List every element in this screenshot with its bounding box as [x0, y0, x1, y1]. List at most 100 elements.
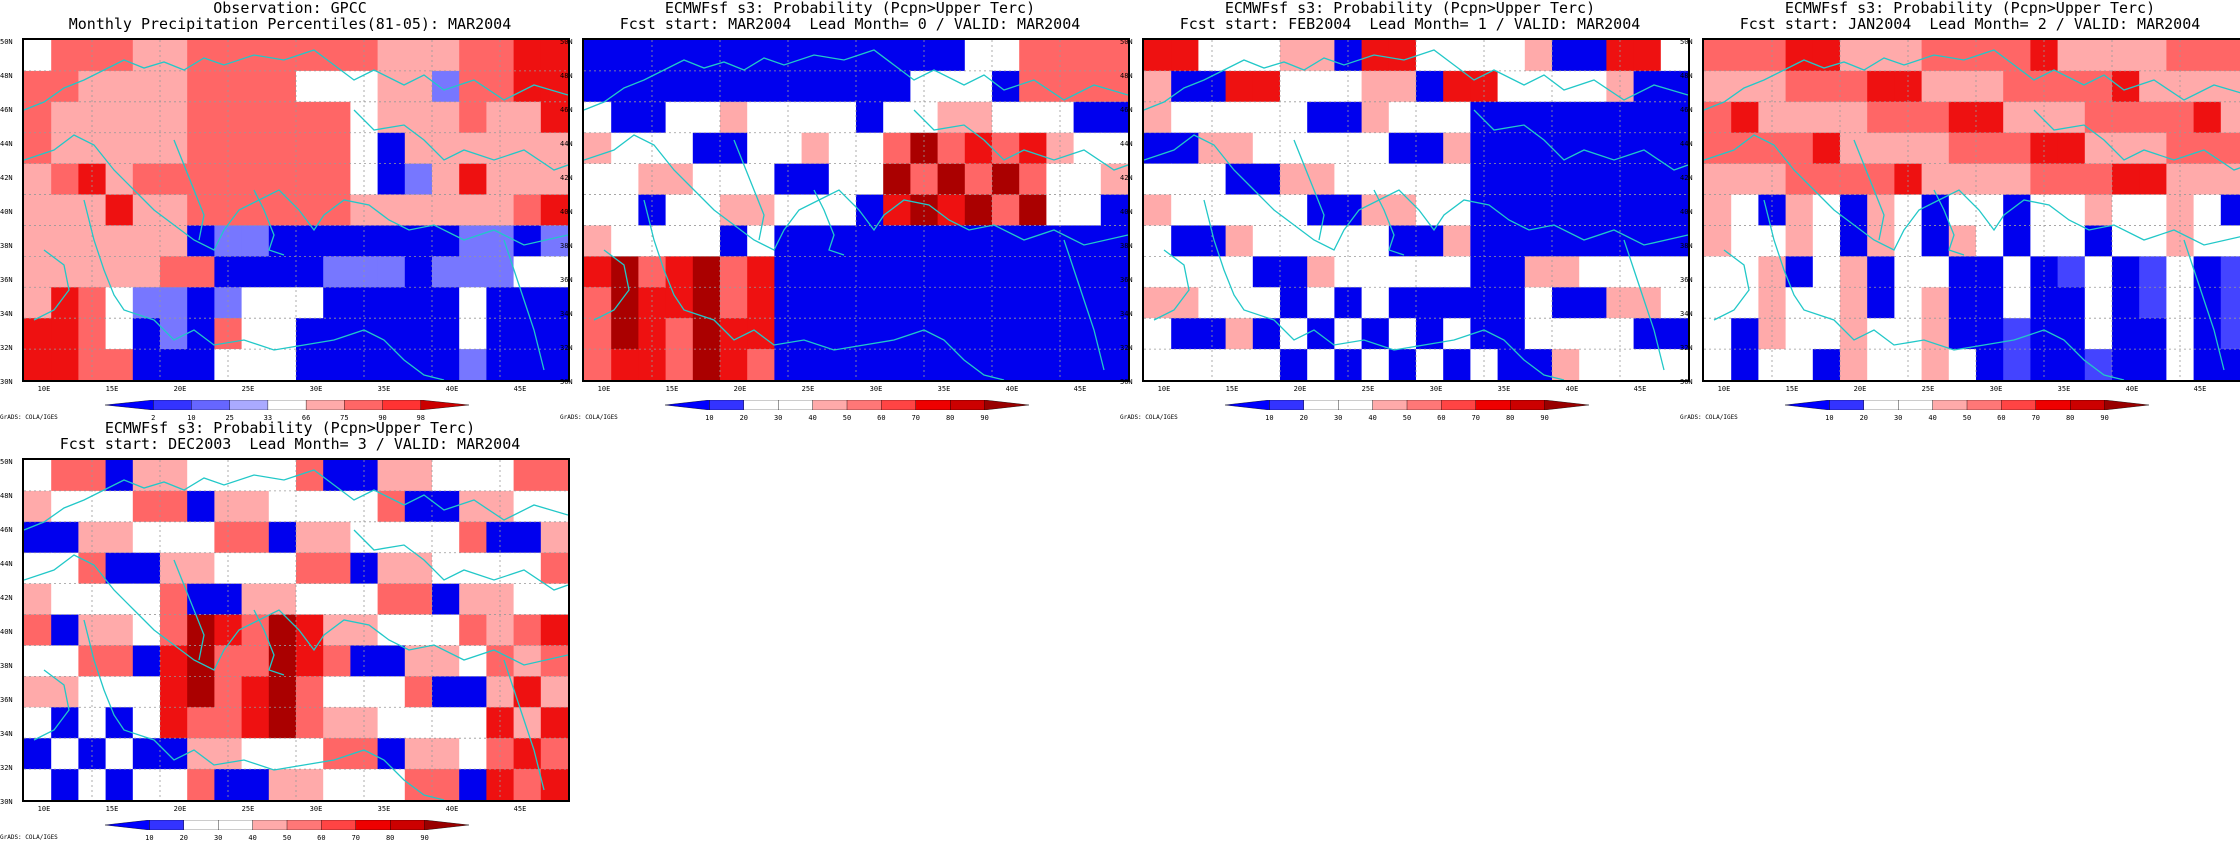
coastline [2183, 239, 2225, 371]
grid-cell [404, 676, 433, 708]
latitude-label: 46N [0, 106, 13, 114]
grid-cell [296, 70, 324, 103]
grid-cell [1443, 40, 1471, 72]
grid-cell [2030, 163, 2059, 196]
grid-cell [1388, 101, 1417, 134]
latitude-label: 38N [560, 242, 573, 250]
grid-cell [2030, 318, 2059, 350]
grid-cell [404, 490, 433, 523]
grid-cell [1785, 194, 1814, 227]
grid-cell [1921, 349, 1950, 380]
grid-cell [459, 769, 487, 800]
grid-cell [1758, 101, 1787, 134]
grid-cell [268, 676, 297, 708]
grid-cell [1812, 40, 1841, 72]
grid-cell [2057, 256, 2086, 288]
grid-cell [1552, 225, 1580, 257]
grid-cell [1579, 194, 1607, 227]
grid-cell [1840, 101, 1868, 134]
grid-cell [692, 349, 721, 380]
grid-cell [1579, 101, 1607, 134]
grid-cell [2084, 287, 2113, 319]
latitude-label: 30N [0, 378, 13, 386]
grid-cell [105, 256, 134, 288]
colorbar-segment [665, 400, 710, 410]
grid-cell [1100, 40, 1128, 72]
colorbar-label: 70 [911, 414, 921, 422]
coastline [33, 669, 70, 741]
colorbar-label: 75 [340, 414, 349, 422]
grid-cell [801, 225, 830, 257]
grid-cell [801, 287, 830, 319]
latitude-label: 30N [0, 798, 13, 806]
colorbar-label: 70 [1471, 414, 1481, 422]
grid-cell [132, 225, 161, 257]
grid-cell [1633, 318, 1662, 350]
grid-cell [486, 769, 515, 800]
grid-cell [883, 101, 911, 134]
grid-cell [404, 318, 433, 350]
grid-cell [1252, 132, 1281, 165]
grid-cell [24, 614, 52, 647]
grid-cell [1100, 101, 1128, 134]
colorbar-label: 90 [980, 414, 989, 422]
grid-cell [692, 194, 721, 227]
grid-cell [296, 490, 324, 523]
grid-cell [459, 132, 487, 165]
grid-cell [404, 194, 433, 227]
grid-cell [828, 349, 857, 380]
coastline [33, 249, 70, 321]
coastline [1933, 189, 1965, 256]
colorbar-segment [812, 400, 848, 410]
grid-cell [1497, 40, 1526, 72]
grid-cell [1470, 101, 1499, 134]
grid-cell [720, 256, 748, 288]
colorbar [1785, 400, 2149, 410]
coastline [2033, 109, 2240, 171]
latitude-label: 42N [1680, 174, 1693, 182]
grid-cell [1334, 132, 1363, 165]
grid-cell [296, 738, 324, 770]
latitude-label: 40N [1680, 208, 1693, 216]
colorbar-label: 10 [187, 414, 196, 422]
grid-cell [828, 194, 857, 227]
grid-cell [459, 194, 487, 227]
colorbar-segment [321, 820, 357, 830]
grid-cell [432, 521, 460, 554]
colorbar-segment [1932, 400, 1968, 410]
grid-cell [160, 645, 188, 677]
colorbar-segment [105, 820, 150, 830]
latitude-label: 50N [1120, 38, 1133, 46]
grid-cell [486, 287, 515, 319]
grid-cell [964, 287, 993, 319]
grid-cell [160, 349, 188, 380]
longitude-label: 35E [2057, 385, 2071, 393]
grid-cell [1840, 225, 1868, 257]
panel-title: ECMWFsf s3: Probability (Pcpn>Upper Terc… [1224, 0, 1596, 17]
grid-cell [2003, 70, 2031, 103]
grid-cell [78, 583, 107, 616]
grid-cell [1524, 40, 1553, 72]
grid-cell [910, 101, 939, 134]
grid-cell [214, 132, 243, 165]
grid-cell [937, 163, 966, 196]
grid-cell [51, 70, 79, 103]
grid-cell [2112, 318, 2140, 350]
grid-cell [1867, 132, 1895, 165]
colorbar-segment [229, 400, 269, 410]
latitude-label: 42N [0, 594, 13, 602]
grid-cell [1785, 70, 1814, 103]
grid-cell [404, 552, 433, 585]
grid-cell [1046, 101, 1075, 134]
grid-cell [51, 769, 79, 800]
grads-credit: GrADS: COLA/IGES [1120, 414, 1178, 421]
grid-cell [1280, 101, 1308, 134]
latitude-label: 38N [1120, 242, 1133, 250]
grid-cell [432, 349, 460, 380]
grid-cell [1948, 132, 1977, 165]
grid-cell [1388, 256, 1417, 288]
colorbar-label: 50 [842, 414, 852, 422]
grid-cell [241, 194, 270, 227]
grid-cell [24, 70, 52, 103]
grid-cell [1497, 318, 1526, 350]
